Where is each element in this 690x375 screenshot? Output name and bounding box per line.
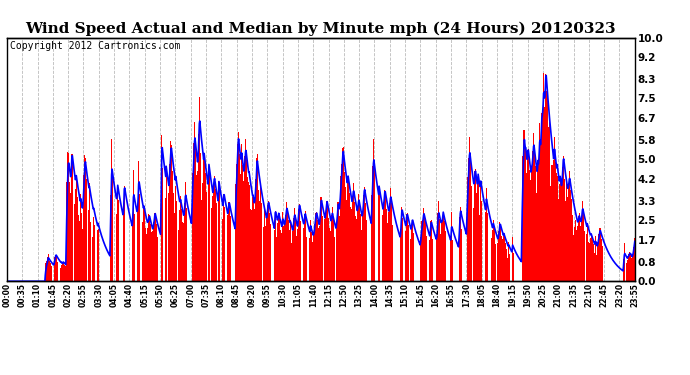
Text: Copyright 2012 Cartronics.com: Copyright 2012 Cartronics.com	[10, 41, 180, 51]
Title: Wind Speed Actual and Median by Minute mph (24 Hours) 20120323: Wind Speed Actual and Median by Minute m…	[26, 22, 616, 36]
